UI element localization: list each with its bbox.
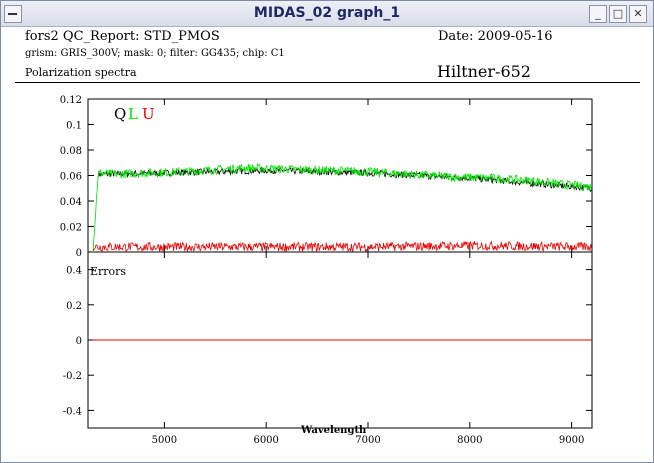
upper-ytick-label: 0.12 bbox=[60, 95, 82, 106]
window-title: MIDAS_02 graph_1 bbox=[253, 5, 401, 21]
maximize-icon: □ bbox=[612, 7, 624, 20]
series-l bbox=[92, 162, 592, 253]
minimize-icon: _ bbox=[595, 7, 601, 20]
polarization-plot: 0 0.02 0.04 0.06 0.08 0.1 0.12 -0.4 -0.2 0 0.2 0.4… bbox=[60, 95, 593, 446]
x-axis-label: Wavelength bbox=[300, 425, 367, 436]
close-icon: ✕ bbox=[633, 7, 643, 20]
xtick-label: 5000 bbox=[152, 435, 177, 446]
xtick-label: 9000 bbox=[559, 435, 584, 446]
legend-l: L bbox=[128, 105, 138, 123]
report-object: Hiltner-652 bbox=[437, 62, 531, 81]
title-bar[interactable]: MIDAS_02 graph_1 _ □ ✕ bbox=[1, 1, 653, 27]
report-date: Date: 2009-05-16 bbox=[438, 29, 553, 44]
upper-ytick-label: 0.08 bbox=[60, 146, 82, 157]
series-u bbox=[92, 240, 592, 253]
close-button[interactable]: ✕ bbox=[629, 5, 647, 23]
xtick-label: 7000 bbox=[355, 435, 380, 446]
lower-ytick-label: -0.4 bbox=[63, 406, 82, 417]
x-axis: 5000 6000 7000 8000 9000 bbox=[152, 99, 584, 446]
plot-frame bbox=[87, 98, 593, 429]
upper-y-axis: 0 0.02 0.04 0.06 0.08 0.1 0.12 bbox=[60, 95, 592, 259]
report-section: Polarization spectra bbox=[25, 66, 137, 79]
xtick-label: 6000 bbox=[253, 435, 278, 446]
errors-title: Errors bbox=[90, 265, 126, 278]
upper-ytick-label: 0.1 bbox=[66, 121, 82, 132]
window-menu-icon bbox=[8, 13, 17, 15]
lower-ytick-label: 0.4 bbox=[66, 266, 82, 277]
upper-ytick-label: 0.04 bbox=[60, 197, 82, 208]
lower-ytick-label: 0.2 bbox=[66, 301, 82, 312]
upper-ytick-label: 0.06 bbox=[60, 172, 82, 183]
minimize-button[interactable]: _ bbox=[589, 5, 607, 23]
report-subheader: grism: GRIS_300V; mask: 0; filter: GG435… bbox=[25, 48, 285, 59]
upper-ytick-label: 0.02 bbox=[60, 223, 82, 234]
xtick-label: 8000 bbox=[457, 435, 482, 446]
upper-ytick-label: 0 bbox=[76, 248, 82, 259]
window-menu-button[interactable] bbox=[4, 5, 22, 23]
graph-canvas: fors2 QC_Report: STD_PMOS Date: 2009-05-… bbox=[1, 27, 653, 462]
lower-ytick-label: 0 bbox=[76, 336, 82, 347]
header-rule bbox=[15, 82, 640, 83]
lower-ytick-label: -0.2 bbox=[63, 371, 82, 382]
maximize-button[interactable]: □ bbox=[609, 5, 627, 23]
upper-series-group bbox=[92, 162, 592, 253]
legend-u: U bbox=[142, 105, 155, 123]
lower-y-axis: -0.4 -0.2 0 0.2 0.4 bbox=[63, 266, 592, 417]
report-header: fors2 QC_Report: STD_PMOS bbox=[25, 29, 220, 44]
legend-q: Q bbox=[114, 105, 126, 123]
